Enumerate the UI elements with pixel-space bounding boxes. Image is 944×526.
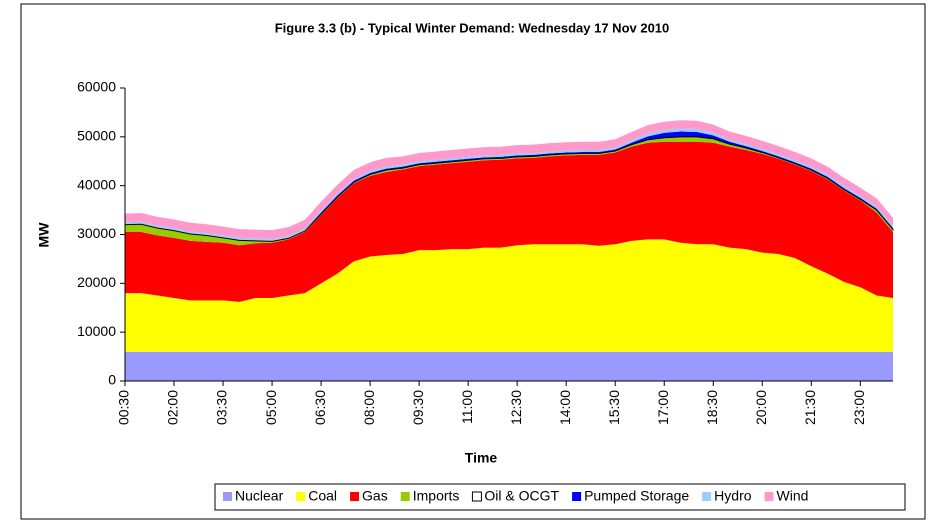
x-tick-label: 14:00: [557, 390, 573, 425]
legend-label: Wind: [777, 488, 809, 504]
y-tick-label: 40000: [77, 176, 116, 192]
x-tick-label: 03:30: [214, 390, 230, 425]
legend-swatch: [471, 491, 482, 502]
legend-label: Imports: [413, 488, 460, 504]
y-tick-label: 50000: [77, 128, 116, 144]
x-tick-label: 09:30: [410, 390, 426, 425]
area: [124, 135, 894, 242]
legend-label: Oil & OCGT: [484, 488, 559, 504]
x-tick-label: 18:30: [704, 390, 720, 425]
x-tick-label: 15:30: [606, 390, 622, 425]
area: [125, 141, 893, 302]
area: [125, 120, 893, 239]
y-tick-label: 60000: [77, 79, 116, 95]
legend-label: Hydro: [714, 488, 752, 504]
y-tick-label: 0: [108, 372, 116, 388]
x-tick-label: 20:00: [753, 390, 769, 425]
legend-swatch: [223, 492, 232, 501]
x-tick-label: 21:30: [802, 390, 818, 425]
legend-swatch: [400, 492, 410, 501]
area: [125, 239, 893, 352]
x-tick-label: 23:00: [851, 390, 867, 425]
legend-swatch: [350, 492, 360, 501]
chart-title: Figure 3.3 (b) - Typical Winter Demand: …: [275, 20, 670, 35]
legend-swatch: [702, 492, 712, 501]
legend-box: [214, 483, 906, 511]
x-tick-label: 08:00: [361, 390, 377, 425]
x-tick-label: 05:00: [263, 390, 279, 425]
legend-swatch: [296, 492, 306, 501]
x-axis-label: Time: [465, 450, 498, 466]
y-tick-label: 30000: [77, 225, 116, 241]
x-tick-label: 00:30: [116, 390, 132, 425]
x-tick-label: 02:00: [165, 390, 181, 425]
legend-swatch: [764, 492, 774, 501]
x-tick-label: 11:00: [459, 390, 475, 424]
area: [125, 136, 893, 246]
legend-swatch: [572, 492, 582, 501]
legend-label: Gas: [362, 488, 388, 504]
x-tick-label: 17:00: [655, 390, 671, 425]
y-tick-label: 20000: [77, 274, 116, 290]
area: [125, 351, 893, 381]
y-axis-label: MW: [36, 222, 52, 248]
x-tick-label: 06:30: [312, 390, 328, 425]
legend-label: Nuclear: [235, 488, 284, 504]
y-tick-label: 10000: [77, 323, 116, 339]
x-tick-label: 12:30: [508, 390, 524, 425]
legend-label: Coal: [308, 488, 337, 504]
legend-label: Pumped Storage: [584, 488, 689, 504]
